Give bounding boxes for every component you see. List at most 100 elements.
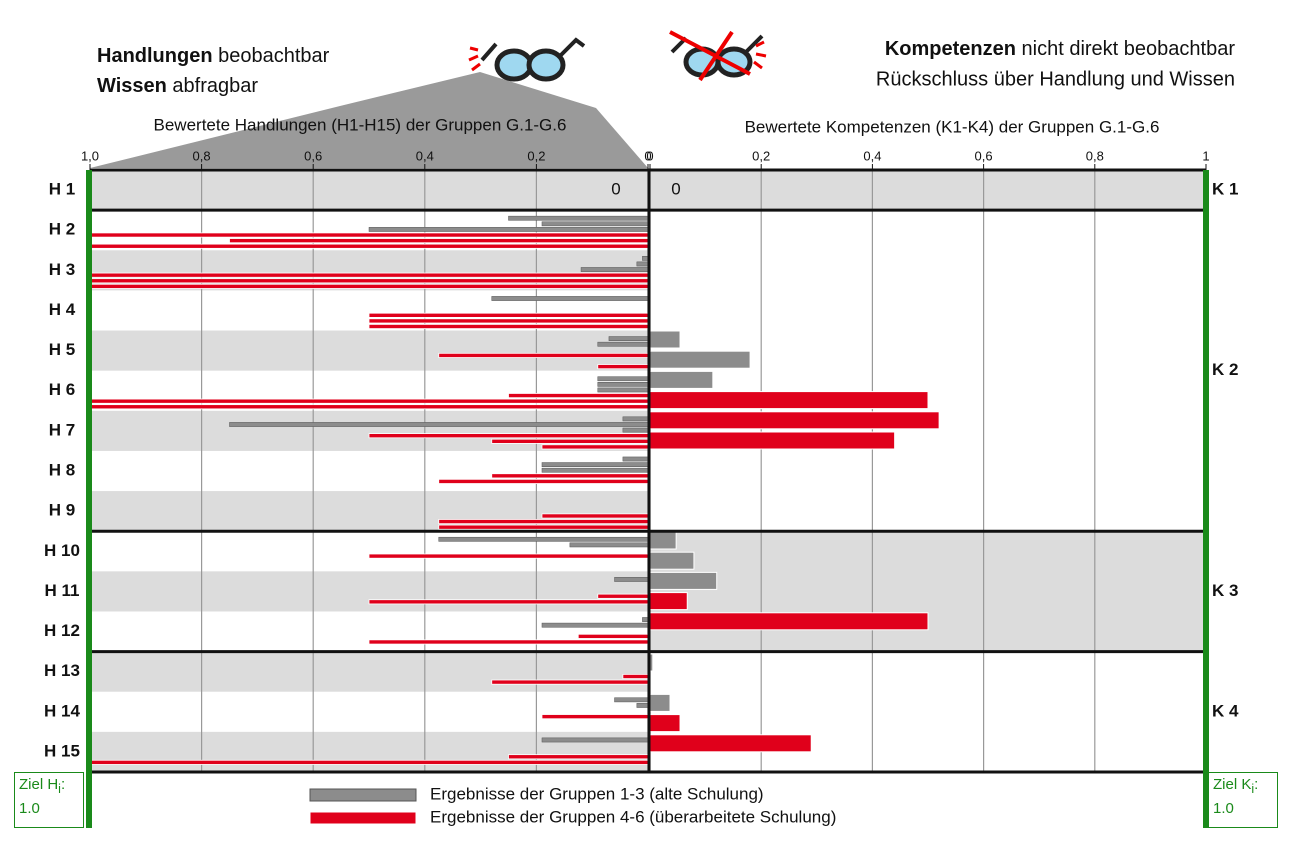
bar bbox=[597, 382, 649, 387]
x-tick-label: 0 bbox=[644, 148, 651, 163]
bar bbox=[89, 232, 649, 238]
row-shade bbox=[650, 170, 1206, 211]
axis-title-left: Bewertete Handlungen (H1-H15) der Gruppe… bbox=[154, 115, 567, 134]
bar bbox=[597, 341, 649, 347]
bar bbox=[649, 431, 896, 450]
row-label: H 8 bbox=[49, 460, 75, 479]
bar bbox=[649, 612, 929, 631]
x-tick-label: 0 bbox=[646, 148, 653, 163]
row-label: H 10 bbox=[44, 541, 80, 560]
x-tick-label: 1,0 bbox=[81, 148, 99, 163]
bar bbox=[89, 398, 649, 404]
x-tick-label: 1 bbox=[1202, 148, 1209, 163]
header-left-2: Wissen abfragbar bbox=[97, 75, 258, 97]
row-shade bbox=[90, 571, 648, 612]
row-shade bbox=[90, 170, 648, 211]
row-label: K 3 bbox=[1212, 581, 1238, 600]
glasses-crossed-icon bbox=[669, 30, 767, 82]
bar bbox=[541, 622, 649, 628]
bar bbox=[491, 679, 649, 685]
x-tick-label: 0,2 bbox=[752, 148, 770, 163]
x-tick-label: 0,8 bbox=[1086, 148, 1104, 163]
bar bbox=[438, 536, 649, 542]
legend-label: Ergebnisse der Gruppen 1-3 (alte Schulun… bbox=[430, 784, 764, 803]
x-tick-label: 0,8 bbox=[193, 148, 211, 163]
row-label: K 1 bbox=[1212, 180, 1238, 199]
row-label: H 12 bbox=[44, 621, 80, 640]
bar bbox=[569, 542, 649, 548]
bar bbox=[649, 330, 681, 349]
bar bbox=[229, 422, 649, 427]
zoom-wedge bbox=[90, 72, 648, 168]
row-shade bbox=[90, 651, 648, 692]
bar bbox=[438, 352, 649, 358]
bar bbox=[608, 336, 649, 341]
row-shade bbox=[90, 330, 648, 371]
bar bbox=[89, 759, 649, 765]
x-tick-label: 0,6 bbox=[975, 148, 993, 163]
goal-right: Ziel Ki: 1.0 bbox=[1208, 772, 1278, 828]
row-label: K 4 bbox=[1212, 701, 1239, 720]
bar bbox=[368, 227, 649, 232]
bar bbox=[368, 553, 649, 559]
bar bbox=[649, 350, 751, 369]
bar bbox=[622, 456, 649, 462]
bar bbox=[438, 519, 649, 525]
data-label: 0 bbox=[671, 180, 680, 199]
row-shade bbox=[90, 410, 648, 451]
bar bbox=[438, 524, 649, 530]
bar bbox=[541, 221, 649, 227]
bar bbox=[649, 531, 677, 550]
bar bbox=[649, 551, 695, 570]
row-label: H 3 bbox=[49, 260, 75, 279]
bar bbox=[649, 693, 671, 712]
bar bbox=[649, 391, 929, 410]
bar bbox=[541, 714, 649, 720]
row-label: H 6 bbox=[49, 380, 75, 399]
bar bbox=[491, 473, 649, 479]
bar bbox=[636, 261, 649, 267]
row-label: H 11 bbox=[45, 581, 80, 600]
x-tick-label: 0,4 bbox=[863, 148, 881, 163]
bar bbox=[597, 593, 649, 599]
bar bbox=[649, 734, 812, 753]
bar bbox=[622, 427, 649, 433]
x-tick-label: 0,6 bbox=[304, 148, 322, 163]
bar bbox=[89, 404, 649, 410]
bar bbox=[541, 513, 649, 519]
row-label: H 5 bbox=[49, 340, 75, 359]
bar bbox=[597, 364, 649, 370]
row-label: K 2 bbox=[1212, 360, 1238, 379]
bar bbox=[368, 599, 649, 605]
bar bbox=[508, 215, 649, 221]
header-right-2: Rückschluss über Handlung und Wissen bbox=[876, 68, 1235, 90]
bar bbox=[541, 462, 649, 467]
row-label: H 7 bbox=[49, 420, 75, 439]
goal-left: Ziel Hi: 1.0 bbox=[14, 772, 84, 828]
legend-label: Ergebnisse der Gruppen 4-6 (überarbeitet… bbox=[430, 807, 836, 826]
bar bbox=[508, 393, 649, 399]
bar bbox=[649, 370, 714, 389]
bar bbox=[491, 438, 649, 444]
bar bbox=[649, 411, 940, 430]
bar bbox=[508, 754, 649, 760]
bar bbox=[541, 444, 649, 450]
bar bbox=[597, 376, 649, 382]
bar bbox=[597, 387, 649, 393]
bar bbox=[649, 592, 688, 611]
row-label: H 15 bbox=[44, 741, 80, 760]
bar bbox=[642, 256, 649, 261]
bar bbox=[649, 571, 718, 590]
bar bbox=[89, 243, 649, 249]
bar bbox=[636, 703, 649, 708]
row-label: H 1 bbox=[49, 180, 75, 199]
row-label: H 9 bbox=[49, 501, 75, 520]
bar bbox=[580, 267, 649, 272]
row-label: H 13 bbox=[44, 661, 80, 680]
legend-swatch bbox=[309, 811, 417, 825]
bar bbox=[89, 278, 649, 284]
header-left-1: Handlungen beobachtbar bbox=[97, 45, 330, 67]
